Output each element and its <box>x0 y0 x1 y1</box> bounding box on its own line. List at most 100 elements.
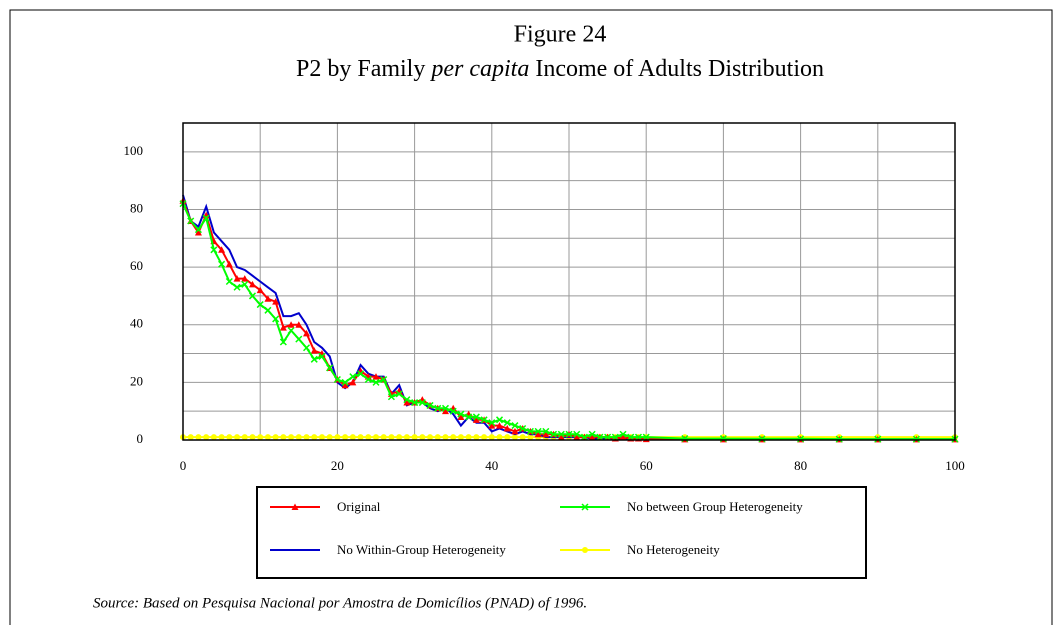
marker <box>496 434 503 441</box>
marker <box>241 275 249 282</box>
marker <box>233 283 241 291</box>
marker <box>218 260 226 268</box>
marker <box>257 434 264 441</box>
marker <box>874 435 882 443</box>
marker <box>334 434 341 441</box>
marker <box>797 435 805 443</box>
marker <box>511 427 519 435</box>
marker <box>326 364 334 372</box>
marker <box>550 430 558 438</box>
marker <box>534 427 542 435</box>
marker <box>419 434 426 441</box>
marker <box>519 424 527 433</box>
marker <box>349 434 356 441</box>
y-tick-label: 0 <box>137 431 144 446</box>
marker <box>225 277 233 286</box>
marker <box>403 396 411 404</box>
marker <box>527 434 534 441</box>
marker <box>573 430 581 438</box>
marker <box>565 430 573 438</box>
marker <box>310 355 318 363</box>
marker <box>481 434 488 441</box>
subtitle-part: per capita <box>429 56 529 82</box>
marker <box>488 422 496 429</box>
marker <box>272 315 280 323</box>
marker <box>248 292 257 300</box>
marker <box>341 381 349 389</box>
marker <box>372 373 380 380</box>
marker <box>504 434 511 441</box>
marker <box>511 422 519 430</box>
marker <box>303 329 311 337</box>
subtitle-part: P2 by Family <box>296 56 425 82</box>
marker <box>495 416 504 424</box>
marker <box>426 401 434 409</box>
marker <box>279 324 287 331</box>
marker <box>264 295 272 302</box>
marker <box>272 434 279 441</box>
marker <box>411 434 418 441</box>
x-tick-label: 60 <box>640 458 653 473</box>
marker <box>349 378 357 386</box>
marker <box>303 434 310 441</box>
marker <box>450 434 457 441</box>
marker <box>318 434 325 441</box>
marker <box>287 326 295 335</box>
marker <box>542 427 550 435</box>
marker <box>373 434 379 441</box>
marker <box>573 433 581 441</box>
legend-label: No between Group Heterogeneity <box>627 499 803 514</box>
y-tick-label: 100 <box>124 143 144 158</box>
marker <box>395 390 403 398</box>
marker <box>503 419 511 427</box>
marker <box>287 321 295 328</box>
marker <box>619 430 627 438</box>
marker <box>387 393 395 401</box>
marker <box>442 434 449 441</box>
marker <box>256 286 264 294</box>
marker <box>557 430 565 438</box>
marker <box>218 246 226 253</box>
marker <box>580 433 588 441</box>
x-tick-label: 80 <box>794 458 807 473</box>
marker <box>234 434 241 441</box>
x-tick-label: 100 <box>945 458 965 473</box>
marker <box>627 433 635 441</box>
marker <box>912 435 920 443</box>
marker <box>403 399 411 406</box>
marker <box>496 422 504 429</box>
marker <box>511 434 518 441</box>
marker <box>441 404 450 412</box>
marker <box>488 419 496 427</box>
marker <box>357 434 364 441</box>
source-note: Source: Based on Pesquisa Nacional por A… <box>93 595 587 611</box>
marker <box>295 434 302 441</box>
marker <box>835 435 843 443</box>
marker <box>588 433 596 441</box>
marker <box>233 275 241 282</box>
marker <box>311 434 318 441</box>
marker <box>326 434 333 441</box>
marker <box>226 434 233 441</box>
marker <box>218 434 225 441</box>
marker <box>380 375 388 384</box>
marker <box>210 434 217 441</box>
chart-subtitle: P2 by Family per capita Income of Adults D… <box>296 56 824 82</box>
marker <box>441 407 449 415</box>
legend-label: No Heterogeneity <box>627 542 720 557</box>
marker <box>457 434 464 441</box>
marker <box>380 434 387 441</box>
marker <box>248 280 256 288</box>
marker <box>241 434 248 441</box>
marker <box>272 298 280 305</box>
marker <box>472 416 480 423</box>
marker <box>288 434 295 441</box>
marker <box>291 503 299 510</box>
marker <box>519 434 526 441</box>
marker <box>357 370 365 378</box>
marker <box>427 434 434 441</box>
marker <box>542 430 550 438</box>
legend-box <box>256 486 867 579</box>
marker <box>619 433 627 441</box>
